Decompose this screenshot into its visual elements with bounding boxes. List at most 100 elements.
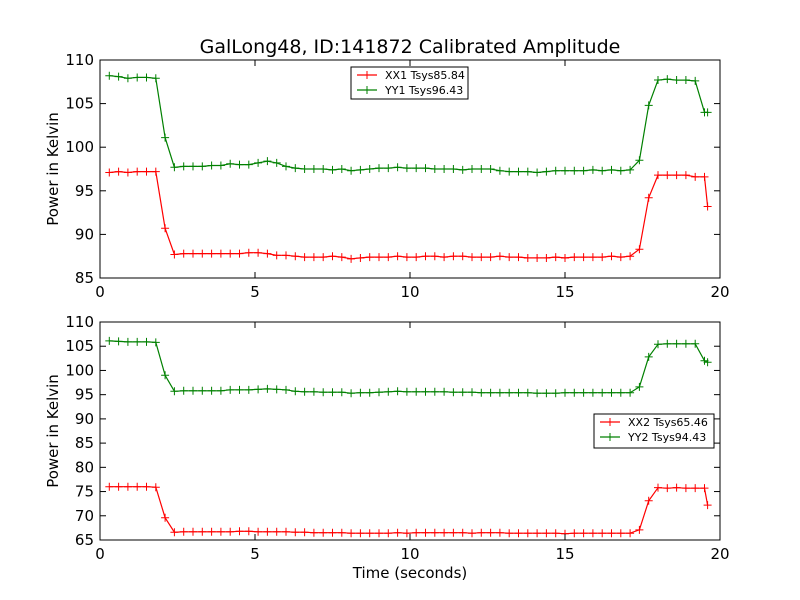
top-series-2-point <box>328 165 337 174</box>
top-series-1-point <box>542 253 551 262</box>
top-series-2-point <box>495 166 504 175</box>
top-series-1-point <box>309 253 318 262</box>
bottom-series-2-point <box>626 388 635 397</box>
bottom-legend-box <box>593 413 715 449</box>
top-series-2-point <box>189 162 197 171</box>
bottom-series-2-point <box>207 386 216 395</box>
top-series-1-point <box>179 249 188 258</box>
bottom-series-1-point <box>598 529 607 538</box>
bottom-series-2-point <box>133 337 142 346</box>
top-series-1-point <box>384 253 393 262</box>
bottom-series-1-point <box>468 529 476 538</box>
bottom-series-2-point <box>226 385 235 394</box>
top-series-2-point <box>486 165 495 173</box>
bottom-series-2-point <box>449 388 458 397</box>
top-series-2-point <box>468 165 476 173</box>
top-series-2-point <box>449 165 458 173</box>
top-series-2-point <box>477 165 486 173</box>
bottom-series-1-point <box>151 483 160 492</box>
bottom-series-1-point <box>486 528 495 537</box>
top-series-2-point <box>440 165 449 173</box>
top-series-2-point <box>561 166 569 175</box>
top-series-1-point <box>263 249 272 258</box>
bottom-series-2-point <box>105 336 114 345</box>
top-series-1-point <box>142 167 151 176</box>
bottom-y-tick-label: 100 <box>65 361 94 379</box>
bottom-series-1-point <box>616 529 625 538</box>
top-series-1-point <box>189 249 197 258</box>
bottom-series-2-point <box>151 338 160 347</box>
top-series-1-point <box>561 253 569 262</box>
top-series-2-point <box>365 165 374 173</box>
bottom-series-1-point <box>291 528 300 537</box>
top-series-1-point <box>235 249 244 258</box>
bottom-series-1-point <box>235 527 244 536</box>
top-legend-label-1: XX1 Tsys85.84 <box>385 69 465 82</box>
top-series-1-point <box>635 245 644 254</box>
bottom-y-tick-label: 110 <box>65 313 94 331</box>
top-series-1-point <box>672 171 681 180</box>
bottom-series-1-point <box>309 528 318 537</box>
top-series-2-point <box>319 165 328 173</box>
bottom-series-1-point <box>207 527 216 536</box>
top-series-1-point <box>170 250 179 259</box>
top-series-1-point <box>588 253 597 262</box>
top-series-2-point <box>151 74 160 83</box>
top-y-tick-label: 90 <box>75 225 94 243</box>
bottom-series-2-point <box>533 389 542 398</box>
top-y-tick-label: 110 <box>65 51 94 69</box>
top-series-2-point <box>514 167 523 176</box>
bottom-series-1-point <box>226 527 235 536</box>
top-series-1-point <box>626 252 635 261</box>
bottom-series-2-point <box>579 388 588 397</box>
top-series-1-point <box>495 252 504 261</box>
bottom-series-1-point <box>514 529 523 538</box>
top-series-2-point <box>254 158 263 167</box>
bottom-series-1-point <box>216 527 225 536</box>
top-series-1-point <box>300 253 309 262</box>
top-series-1-point <box>393 252 402 261</box>
top-chart-title: GalLong48, ID:141872 Calibrated Amplitud… <box>200 36 621 58</box>
top-series-1-point <box>505 253 514 262</box>
bottom-series-2-point <box>616 388 625 397</box>
bottom-y-tick-label: 90 <box>75 410 94 428</box>
bottom-series-1-point <box>607 529 616 538</box>
bottom-series-1-point <box>440 528 449 537</box>
top-series-2-point <box>703 108 712 117</box>
bottom-series-2-point <box>430 387 439 396</box>
top-series-1-point <box>254 248 263 257</box>
bottom-series-2-point <box>468 388 476 397</box>
top-series-2-point <box>421 164 430 173</box>
bottom-series-2-point <box>607 388 616 397</box>
bottom-series-1-point <box>421 528 430 537</box>
bottom-series-2-point <box>458 388 467 397</box>
bottom-series-2-point <box>282 385 290 394</box>
bottom-series-2-point <box>681 339 690 348</box>
bottom-series-2-point <box>198 386 207 395</box>
top-series-2-point <box>579 166 588 175</box>
bottom-series-1-point <box>691 484 700 493</box>
bottom-series-1-point <box>347 529 356 538</box>
top-series-1-point <box>375 253 383 262</box>
top-series-1-point <box>449 252 458 261</box>
top-series-2-point <box>402 164 411 173</box>
bottom-x-tick-label: 0 <box>95 545 105 563</box>
bottom-series-2-point <box>523 388 532 397</box>
bottom-series-1-point <box>412 528 421 537</box>
bottom-series-2-point <box>328 388 337 397</box>
top-series-2-point <box>235 160 244 169</box>
bottom-series-1-point <box>133 482 142 491</box>
top-series-1-point <box>477 253 486 262</box>
top-x-tick-label: 15 <box>555 283 574 301</box>
bottom-y-tick-label: 80 <box>75 458 94 476</box>
bottom-series-2-point <box>477 388 486 397</box>
bottom-legend-label-2: YY2 Tsys94.43 <box>627 431 706 444</box>
bottom-series-2-point <box>319 388 328 397</box>
bottom-series-2-point <box>189 386 197 395</box>
bottom-series-2-point <box>644 352 653 361</box>
bottom-x-tick-label: 15 <box>555 545 574 563</box>
bottom-series-2-point <box>272 385 281 394</box>
top-x-tick-label: 0 <box>95 283 105 301</box>
bottom-series-2-point <box>254 385 263 394</box>
